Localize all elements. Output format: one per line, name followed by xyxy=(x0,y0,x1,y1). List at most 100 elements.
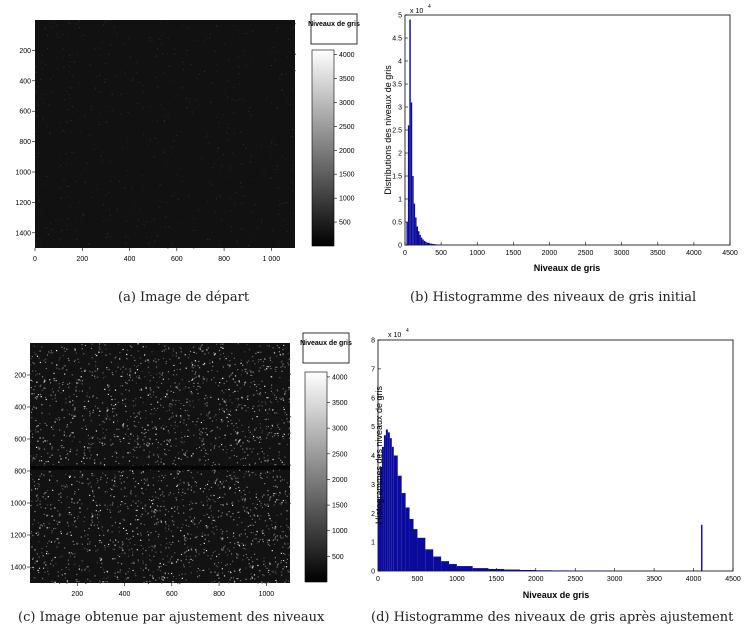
image-c-pixel xyxy=(195,555,197,557)
image-c-pixel xyxy=(285,562,287,564)
image-c-pixel xyxy=(261,530,263,532)
image-c-pixel xyxy=(131,548,133,550)
image-a-pixel xyxy=(67,109,69,110)
image-c-pixel xyxy=(230,474,232,476)
histogram-bar xyxy=(416,226,418,245)
histogram-bar xyxy=(415,217,417,245)
image-c-pixel xyxy=(213,377,215,379)
image-c-pixel xyxy=(126,425,128,427)
image-c-pixel xyxy=(66,582,68,584)
image-c-pixel xyxy=(272,470,274,472)
image-c-pixel xyxy=(282,500,284,502)
image-c-pixel xyxy=(114,476,116,478)
image-c-pixel xyxy=(123,503,126,505)
image-a-pixel xyxy=(101,161,103,163)
image-c-pixel xyxy=(81,476,83,478)
image-c-pixel xyxy=(192,378,194,380)
image-c-pixel xyxy=(228,413,230,415)
histogram-bar xyxy=(417,537,426,571)
image-a-pixel xyxy=(276,107,278,109)
image-c-pixel xyxy=(126,538,128,540)
image-c-pixel xyxy=(101,562,103,564)
image-c-pixel xyxy=(59,556,61,558)
image-c-pixel xyxy=(233,471,235,473)
image-c-pixel xyxy=(278,454,280,456)
image-c-pixel xyxy=(241,408,243,410)
image-c-pixel xyxy=(130,490,132,492)
image-c-pixel xyxy=(230,516,232,518)
image-c-pixel xyxy=(93,475,95,477)
image-c-pixel xyxy=(66,435,68,437)
image-c-pixel xyxy=(208,540,210,542)
image-a-pixel xyxy=(81,212,83,214)
image-c-pixel xyxy=(195,502,198,504)
image-c-pixel xyxy=(280,361,282,363)
image-c-pixel xyxy=(76,382,78,384)
image-a-pixel xyxy=(209,84,211,85)
image-c-pixel xyxy=(223,392,225,394)
image-c-pixel xyxy=(41,389,44,391)
image-c-pixel xyxy=(228,388,230,391)
image-c-pixel xyxy=(144,436,146,438)
image-c-pixel xyxy=(96,517,99,519)
image-c-pixel xyxy=(169,541,171,544)
image-c-pixel xyxy=(130,537,132,540)
image-c-pixel xyxy=(202,428,204,430)
image-c-pixel xyxy=(135,519,137,521)
image-c-pixel xyxy=(47,452,49,454)
image-c-pixel xyxy=(164,448,166,451)
image-a-pixel xyxy=(104,21,106,23)
image-a-pixel xyxy=(209,37,210,39)
image-c-pixel xyxy=(126,506,129,508)
image-c-pixel xyxy=(223,382,225,385)
image-c-pixel xyxy=(229,474,231,476)
image-a-pixel xyxy=(240,181,242,183)
image-c-pixel xyxy=(135,495,137,497)
image-a-pixel xyxy=(70,98,71,100)
image-c-pixel xyxy=(239,545,241,548)
image-c-pixel xyxy=(59,521,61,523)
image-c-pixel xyxy=(30,430,32,432)
image-c-pixel xyxy=(184,454,186,456)
hist-ytick-label: 6 xyxy=(371,395,375,402)
image-a-pixel xyxy=(110,44,112,46)
image-c-pixel xyxy=(189,404,191,406)
image-c-pixel xyxy=(229,476,232,478)
image-c-pixel xyxy=(242,364,244,366)
image-c-pixel xyxy=(267,426,269,428)
image-c-pixel xyxy=(238,511,240,513)
image-c-pixel xyxy=(174,464,177,466)
image-c-pixel xyxy=(183,419,185,421)
image-c-pixel xyxy=(153,454,155,456)
image-c-pixel xyxy=(65,402,67,404)
image-c-pixel xyxy=(216,370,218,372)
image-c-pixel xyxy=(236,442,238,444)
image-c-pixel xyxy=(222,505,224,507)
image-a-pixel xyxy=(236,197,238,199)
image-c-pixel xyxy=(253,410,256,413)
image-c-pixel xyxy=(167,389,169,392)
image-c-pixel xyxy=(32,457,35,459)
image-c-pixel xyxy=(270,496,272,498)
image-c-pixel xyxy=(243,547,245,549)
image-c-pixel xyxy=(154,426,156,428)
image-c-pixel xyxy=(204,398,206,400)
image-c-pixel xyxy=(240,458,242,461)
image-c-pixel xyxy=(92,490,94,492)
image-c-pixel xyxy=(204,432,207,434)
image-c-pixel xyxy=(249,566,251,568)
image-c-pixel xyxy=(190,533,192,536)
image-c-pixel xyxy=(161,474,163,477)
image-c-pixel xyxy=(260,472,262,474)
image-c-pixel xyxy=(159,562,161,565)
image-c-pixel xyxy=(212,365,214,367)
image-a-pixel xyxy=(279,204,281,206)
image-a-pixel xyxy=(48,220,50,222)
histogram-bar xyxy=(433,556,442,571)
image-c-pixel xyxy=(177,452,179,454)
image-c-pixel xyxy=(91,519,93,521)
image-c-pixel xyxy=(172,541,174,543)
image-c-pixel xyxy=(236,480,238,482)
image-c-pixel xyxy=(187,546,189,548)
image-c-pixel xyxy=(147,442,149,444)
